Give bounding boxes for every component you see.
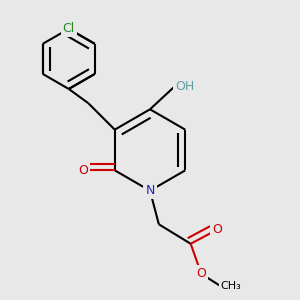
Text: O: O (212, 223, 222, 236)
Text: O: O (196, 267, 206, 280)
Text: OH: OH (175, 80, 194, 93)
Text: N: N (145, 184, 155, 197)
Text: O: O (78, 164, 88, 177)
Text: Cl: Cl (63, 22, 75, 35)
Text: CH₃: CH₃ (221, 281, 242, 291)
